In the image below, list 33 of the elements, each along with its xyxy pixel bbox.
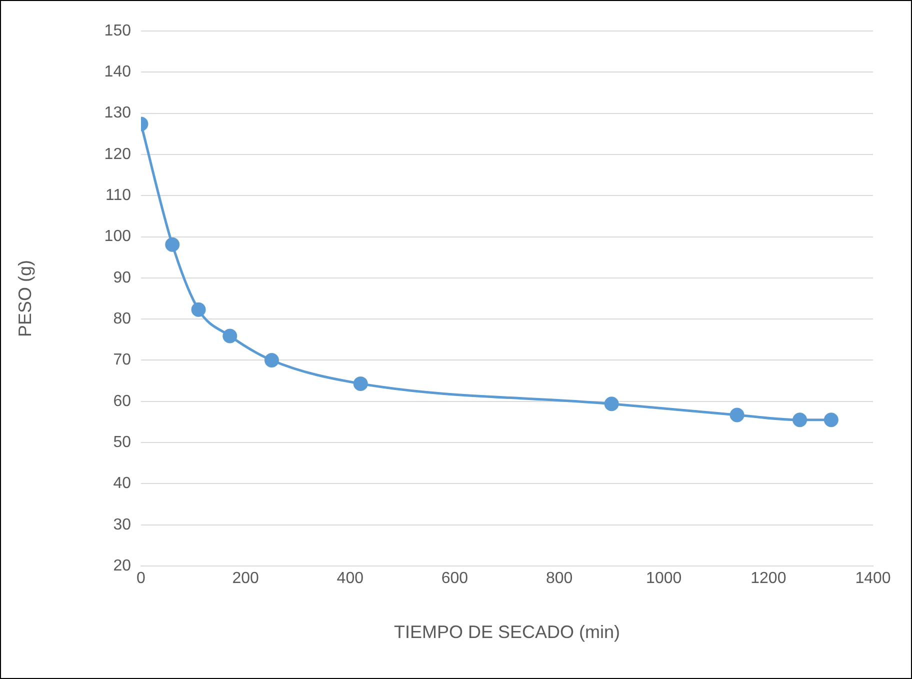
point: [222, 328, 238, 344]
point: [824, 412, 838, 428]
y-tick-label: 30: [113, 516, 132, 534]
y-tick-label: 80: [113, 310, 132, 328]
point: [604, 396, 619, 412]
y-tick-label: 120: [104, 146, 132, 163]
x-tick-label: 1400: [855, 570, 891, 588]
point: [730, 408, 744, 422]
y-tick-label: 50: [113, 434, 132, 451]
point: [264, 352, 279, 368]
y-axis-title: PESO (g): [14, 260, 35, 338]
point: [191, 302, 206, 317]
x-tick-label: 400: [336, 570, 364, 588]
x-tick-label: 0: [136, 570, 146, 588]
y-tick-label: 150: [104, 22, 132, 40]
x-tick-label: 600: [441, 570, 468, 588]
y-tick-label: 130: [104, 104, 132, 122]
y-tick-label: 70: [113, 352, 132, 369]
x-tick-label: 1000: [646, 570, 682, 588]
x-axis-title: TIEMPO DE SECADO (min): [394, 622, 620, 642]
point: [353, 376, 368, 391]
point: [165, 237, 180, 252]
y-tick-label: 140: [104, 64, 132, 81]
y-tick-label: 20: [113, 557, 132, 574]
x-tick-label: 1200: [750, 570, 786, 588]
y-tick-label: 60: [113, 392, 132, 410]
y-tick-label: 40: [113, 475, 132, 492]
x-tick-label: 200: [232, 570, 260, 588]
y-tick-label: 110: [105, 187, 132, 204]
y-tick-label: 100: [104, 228, 132, 246]
point: [792, 412, 808, 428]
y-tick-label: 90: [113, 269, 132, 286]
x-tick-label: 800: [546, 570, 573, 588]
